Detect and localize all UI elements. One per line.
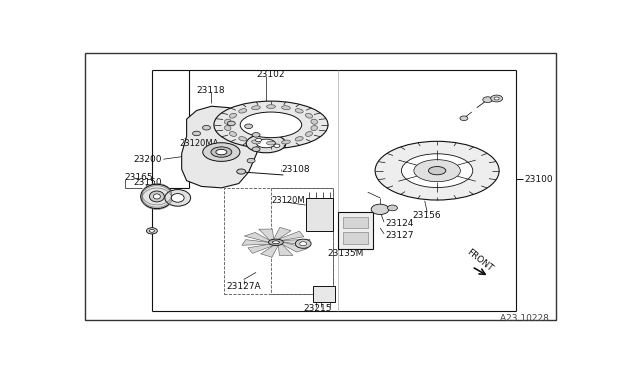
Circle shape (255, 138, 262, 142)
Bar (343, 217, 367, 228)
Circle shape (483, 97, 493, 103)
Ellipse shape (311, 125, 317, 131)
Ellipse shape (229, 132, 237, 137)
Ellipse shape (154, 194, 161, 199)
Circle shape (491, 95, 502, 102)
Circle shape (494, 97, 499, 100)
Ellipse shape (401, 154, 473, 187)
Ellipse shape (305, 113, 312, 118)
Text: 23108: 23108 (281, 165, 310, 174)
Ellipse shape (150, 191, 164, 202)
Bar (313, 286, 335, 302)
Ellipse shape (216, 149, 227, 155)
Text: 23135M: 23135M (327, 249, 364, 258)
Ellipse shape (282, 140, 291, 144)
Circle shape (252, 132, 260, 137)
Circle shape (193, 131, 200, 136)
Text: 23102: 23102 (256, 70, 285, 79)
Ellipse shape (266, 105, 275, 109)
Ellipse shape (257, 139, 275, 148)
Ellipse shape (165, 190, 191, 206)
Circle shape (300, 242, 307, 246)
Text: 23127: 23127 (385, 231, 413, 240)
Ellipse shape (150, 230, 154, 232)
Ellipse shape (214, 101, 328, 148)
Ellipse shape (172, 193, 184, 202)
Bar (338, 212, 372, 250)
Ellipse shape (252, 140, 260, 144)
Ellipse shape (225, 125, 231, 131)
Ellipse shape (375, 141, 499, 200)
Ellipse shape (147, 228, 157, 234)
Polygon shape (278, 244, 293, 256)
Text: 23120MA: 23120MA (179, 139, 219, 148)
Circle shape (244, 124, 253, 129)
Polygon shape (278, 231, 304, 240)
Text: 23150: 23150 (134, 178, 162, 187)
Circle shape (388, 205, 397, 211)
Polygon shape (182, 106, 261, 188)
Ellipse shape (203, 143, 240, 161)
Text: 23120M: 23120M (271, 196, 305, 205)
Circle shape (247, 158, 255, 163)
Text: FRONT: FRONT (465, 248, 494, 274)
Ellipse shape (273, 241, 280, 244)
Ellipse shape (239, 109, 247, 113)
Ellipse shape (428, 167, 446, 175)
Text: A23 10228: A23 10228 (500, 314, 548, 323)
Ellipse shape (246, 134, 286, 153)
Circle shape (252, 147, 260, 151)
Ellipse shape (266, 141, 275, 145)
Circle shape (274, 144, 280, 147)
Polygon shape (282, 239, 310, 245)
Ellipse shape (414, 160, 460, 182)
Ellipse shape (239, 137, 247, 141)
Circle shape (371, 204, 389, 215)
Circle shape (295, 239, 311, 248)
Ellipse shape (295, 109, 303, 113)
Ellipse shape (295, 137, 303, 141)
Text: 23118: 23118 (196, 86, 225, 95)
Text: 23165: 23165 (125, 173, 153, 182)
Circle shape (460, 116, 468, 121)
Circle shape (227, 121, 236, 126)
Text: 23156: 23156 (412, 211, 441, 219)
Ellipse shape (269, 239, 284, 246)
Ellipse shape (225, 119, 231, 124)
Polygon shape (244, 232, 270, 242)
Bar (306, 198, 333, 231)
Text: 23100: 23100 (524, 175, 552, 184)
Text: 23127A: 23127A (227, 282, 261, 291)
Ellipse shape (240, 112, 301, 138)
Circle shape (237, 169, 246, 174)
Text: 23200: 23200 (133, 155, 162, 164)
Polygon shape (274, 227, 291, 239)
Ellipse shape (305, 132, 312, 137)
Ellipse shape (229, 113, 237, 118)
Bar (343, 232, 367, 244)
Text: 23124: 23124 (385, 219, 413, 228)
Polygon shape (259, 229, 274, 240)
Ellipse shape (141, 184, 173, 209)
Circle shape (202, 125, 211, 130)
Polygon shape (248, 244, 274, 253)
Ellipse shape (211, 147, 232, 157)
Ellipse shape (311, 119, 317, 124)
Polygon shape (260, 246, 278, 257)
Ellipse shape (282, 106, 291, 110)
Polygon shape (282, 242, 307, 252)
Ellipse shape (252, 106, 260, 110)
Polygon shape (242, 240, 270, 245)
Text: 23215: 23215 (304, 304, 332, 313)
